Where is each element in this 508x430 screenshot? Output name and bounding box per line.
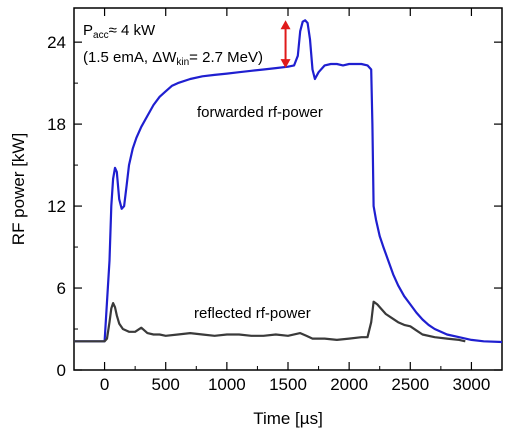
annotation-layer: Pacc≈ 4 kW (1.5 emA, ΔWkin= 2.7 MeV) for… [83,20,323,322]
y-tick-label: 24 [47,33,66,52]
x-tick-label: 3000 [453,375,491,394]
forwarded-power-line [74,20,502,342]
x-axis-label: Time [µs] [253,409,323,428]
red-arrow-head-top [281,20,291,29]
x-tick-label: 1000 [208,375,246,394]
series-layer [74,20,502,342]
y-axis-label: RF power [kW] [9,133,28,245]
y-tick-label: 18 [47,115,66,134]
forwarded-power-label: forwarded rf-power [197,104,323,121]
x-tick-label: 500 [152,375,180,394]
x-tick-label: 2500 [391,375,429,394]
x-tick-label: 1500 [269,375,307,394]
y-tick-label: 12 [47,197,66,216]
y-tick-label: 6 [57,279,66,298]
x-tick-label: 0 [100,375,109,394]
beam-parameters-annotation: (1.5 emA, ΔWkin= 2.7 MeV) [83,49,263,68]
accelerated-power-annotation: Pacc≈ 4 kW [83,22,156,41]
reflected-power-label: reflected rf-power [194,305,311,322]
y-tick-label: 0 [57,361,66,380]
x-tick-label: 2000 [330,375,368,394]
